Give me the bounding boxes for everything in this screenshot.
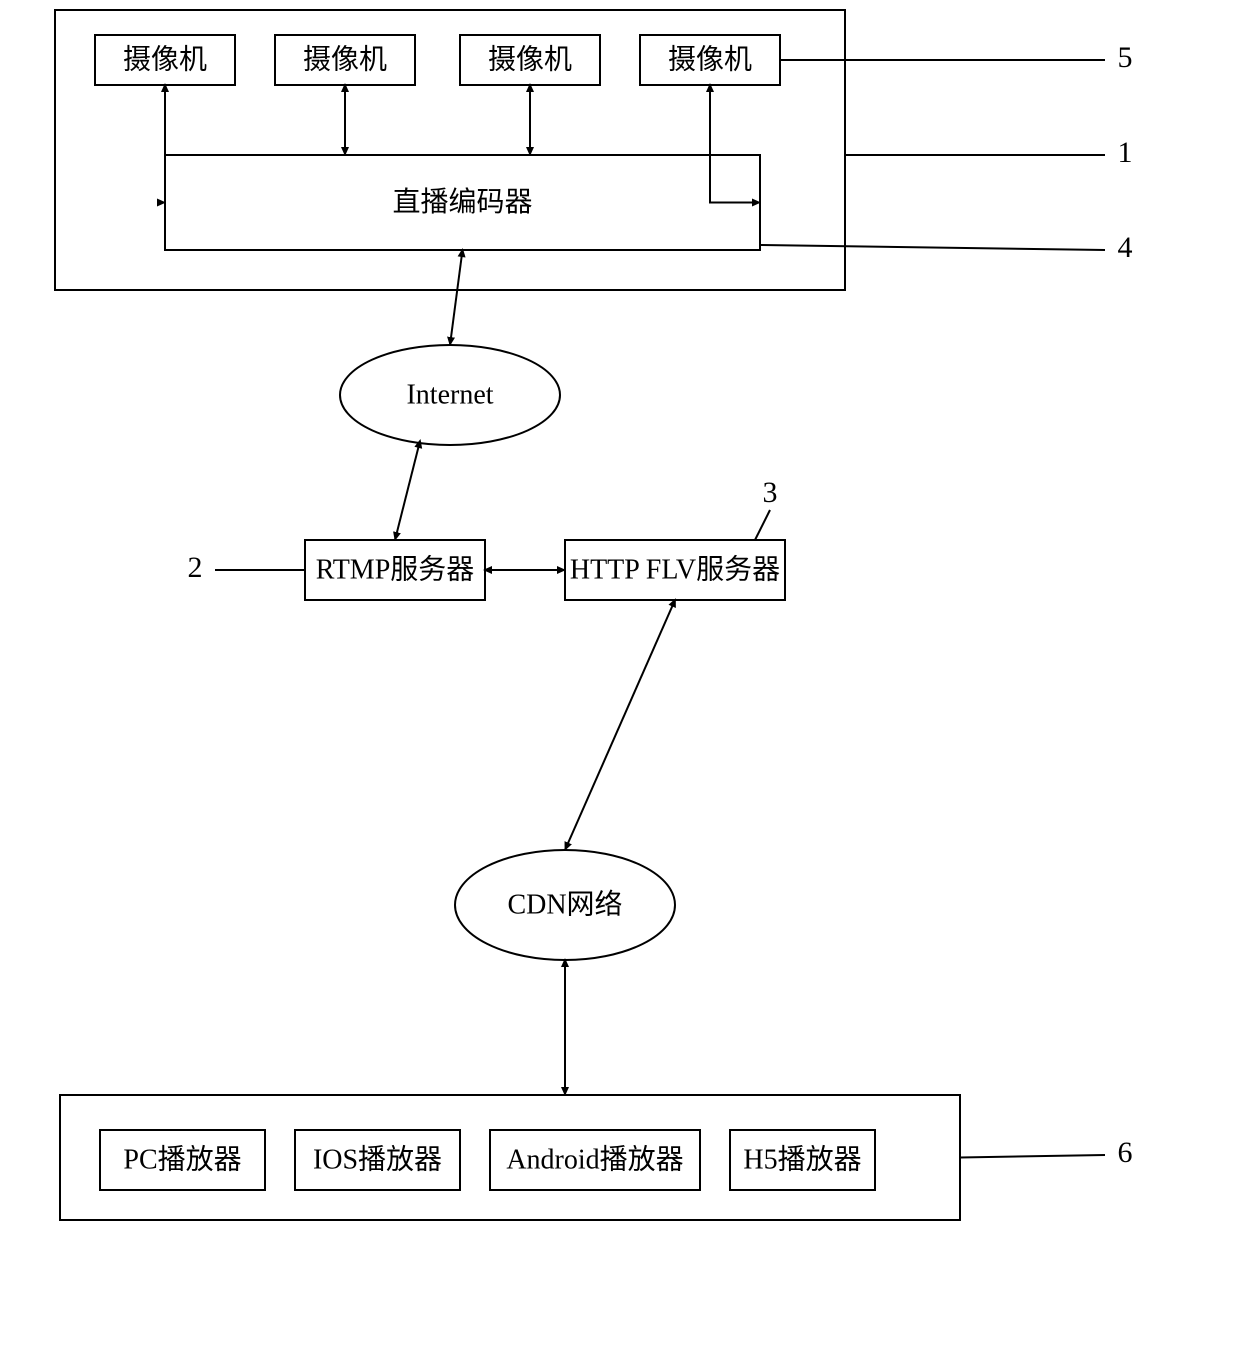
- pc-player-label: PC播放器: [123, 1143, 241, 1175]
- android-player: Android播放器: [490, 1130, 700, 1190]
- ios-player-label: IOS播放器: [313, 1143, 442, 1175]
- camera-4-label: 摄像机: [668, 43, 752, 75]
- httpflv-server: HTTP FLV服务器: [565, 540, 785, 600]
- httpflv-label: HTTP FLV服务器: [570, 553, 780, 585]
- rtmp-server: RTMP服务器: [305, 540, 485, 600]
- h5-player: H5播放器: [730, 1130, 875, 1190]
- ref-number: 3: [763, 476, 778, 509]
- pc-player: PC播放器: [100, 1130, 265, 1190]
- cdn-label: CDN网络: [507, 888, 622, 920]
- internet-label: Internet: [406, 379, 493, 410]
- internet-cloud: Internet: [340, 345, 560, 445]
- encoder-label: 直播编码器: [392, 186, 532, 218]
- ref-number: 1: [1118, 136, 1133, 169]
- cdn-network: CDN网络: [455, 850, 675, 960]
- android-player-label: Android播放器: [506, 1143, 683, 1175]
- camera-1: 摄像机: [95, 35, 235, 85]
- ref-number: 5: [1118, 41, 1133, 74]
- h5-player-label: H5播放器: [743, 1143, 861, 1175]
- ref-number: 4: [1118, 231, 1133, 264]
- ref-number: 6: [1118, 1136, 1133, 1169]
- camera-3: 摄像机: [460, 35, 600, 85]
- ios-player: IOS播放器: [295, 1130, 460, 1190]
- camera-2: 摄像机: [275, 35, 415, 85]
- system-diagram: 摄像机 摄像机 摄像机 摄像机 直播编码器 Internet RTMP服务器 H…: [0, 0, 1240, 1372]
- camera-4: 摄像机: [640, 35, 780, 85]
- rtmp-label: RTMP服务器: [316, 553, 475, 585]
- camera-2-label: 摄像机: [303, 43, 387, 75]
- ref-number: 2: [188, 551, 203, 584]
- camera-1-label: 摄像机: [123, 43, 207, 75]
- live-encoder: 直播编码器: [165, 155, 760, 250]
- camera-3-label: 摄像机: [488, 43, 572, 75]
